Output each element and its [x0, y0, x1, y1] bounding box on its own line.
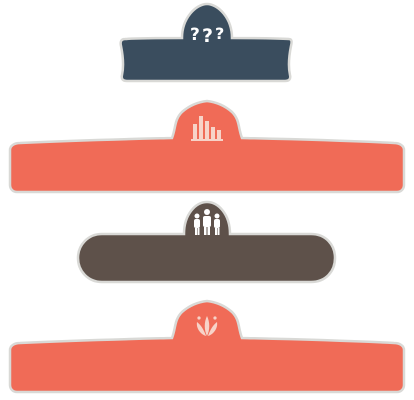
svg-text:?: ?: [190, 25, 200, 45]
bar-chart-icon: [191, 116, 223, 141]
fountain-sprout-icon: [196, 316, 218, 336]
svg-text:?: ?: [215, 24, 224, 43]
people-group-icon: [194, 209, 220, 235]
question-marks-icon: ? ? ?: [190, 24, 224, 47]
svg-text:?: ?: [202, 25, 213, 47]
